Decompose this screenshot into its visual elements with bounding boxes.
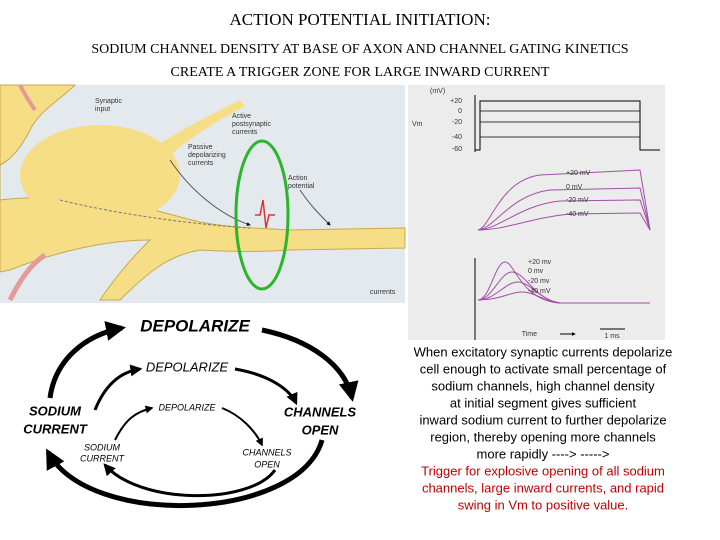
description-line: Trigger for explosive opening of all sod… xyxy=(421,463,665,478)
description-line: sodium channels, high channel density xyxy=(431,378,655,393)
graph-tick-label: -20 xyxy=(452,119,462,126)
trace-label: -40 mV xyxy=(566,211,589,218)
feedback-cycle: DEPOLARIZE SODIUM CURRENT CHANNELS OPEN … xyxy=(23,316,359,508)
neuron-label: currents xyxy=(370,289,396,296)
cycle-label: CHANNELS xyxy=(242,447,291,457)
description-line: more rapidly ----> -----> xyxy=(477,446,610,461)
cycle-label: CURRENT xyxy=(23,421,88,436)
graph-tick-label: -40 xyxy=(452,134,462,141)
description: When excitatory synaptic currents depola… xyxy=(414,344,673,512)
neuron-label: Active xyxy=(232,113,251,120)
neuron-label: Passive xyxy=(188,144,213,151)
cycle-label: CHANNELS xyxy=(284,404,357,419)
graph-label: (mV) xyxy=(430,88,445,95)
graph-label: Vm xyxy=(412,121,423,128)
trace-label: 0 mv xyxy=(528,268,544,275)
graph-tick-label: +20 xyxy=(450,98,462,105)
description-line: cell enough to activate small percentage… xyxy=(420,361,667,376)
graph-tick-label: 0 xyxy=(458,108,462,115)
neuron-label: Action xyxy=(288,175,308,182)
cycle-label: DEPOLARIZE xyxy=(140,316,250,335)
neuron-figure: Synaptic input Active postsynaptic curre… xyxy=(0,84,406,303)
cycle-label: SODIUM xyxy=(84,442,121,452)
cycle-label: OPEN xyxy=(254,459,280,469)
cycle-label: DEPOLARIZE xyxy=(146,359,229,374)
neuron-label: postsynaptic xyxy=(232,121,271,128)
neuron-label: potential xyxy=(288,183,315,190)
neuron-label: currents xyxy=(188,160,214,167)
graph-tick-label: -60 xyxy=(452,146,462,153)
trace-label: 0 mV xyxy=(566,184,583,191)
trace-label: +20 mv xyxy=(528,259,552,266)
graph-label: 1 ms xyxy=(604,333,620,340)
neuron-label: depolarizing xyxy=(188,152,226,159)
cycle-label: OPEN xyxy=(302,422,339,437)
cycle-label: CURRENT xyxy=(80,453,126,463)
neuron-label: Synaptic xyxy=(95,98,122,105)
description-line: region, thereby opening more channels xyxy=(430,429,656,444)
voltage-clamp-figure: (mV) +20 0 -20 -40 -60 Vm +20 mV 0 mV -2… xyxy=(408,85,665,340)
trace-label: -20 mv xyxy=(528,278,550,285)
neuron-label: input xyxy=(95,106,110,113)
cycle-label: SODIUM xyxy=(29,403,82,418)
trace-label: -20 mV xyxy=(566,197,589,204)
graph-label: Time xyxy=(522,331,537,338)
neuron-label: currents xyxy=(232,129,258,136)
subtitle-line: CREATE A TRIGGER ZONE FOR LARGE INWARD C… xyxy=(171,65,550,80)
trace-label: +20 mV xyxy=(566,170,591,177)
cycle-label: DEPOLARIZE xyxy=(158,402,216,412)
description-line: swing in Vm to positive value. xyxy=(458,497,629,512)
description-line: When excitatory synaptic currents depola… xyxy=(414,344,673,359)
subtitle-line: SODIUM CHANNEL DENSITY AT BASE OF AXON A… xyxy=(91,42,628,57)
description-line: inward sodium current to further depolar… xyxy=(419,412,666,427)
description-line: at initial segment gives sufficient xyxy=(450,395,637,410)
title: ACTION POTENTIAL INITIATION: xyxy=(230,10,491,29)
description-line: channels, large inward currents, and rap… xyxy=(422,480,664,495)
trace-label: -40 mV xyxy=(528,288,551,295)
